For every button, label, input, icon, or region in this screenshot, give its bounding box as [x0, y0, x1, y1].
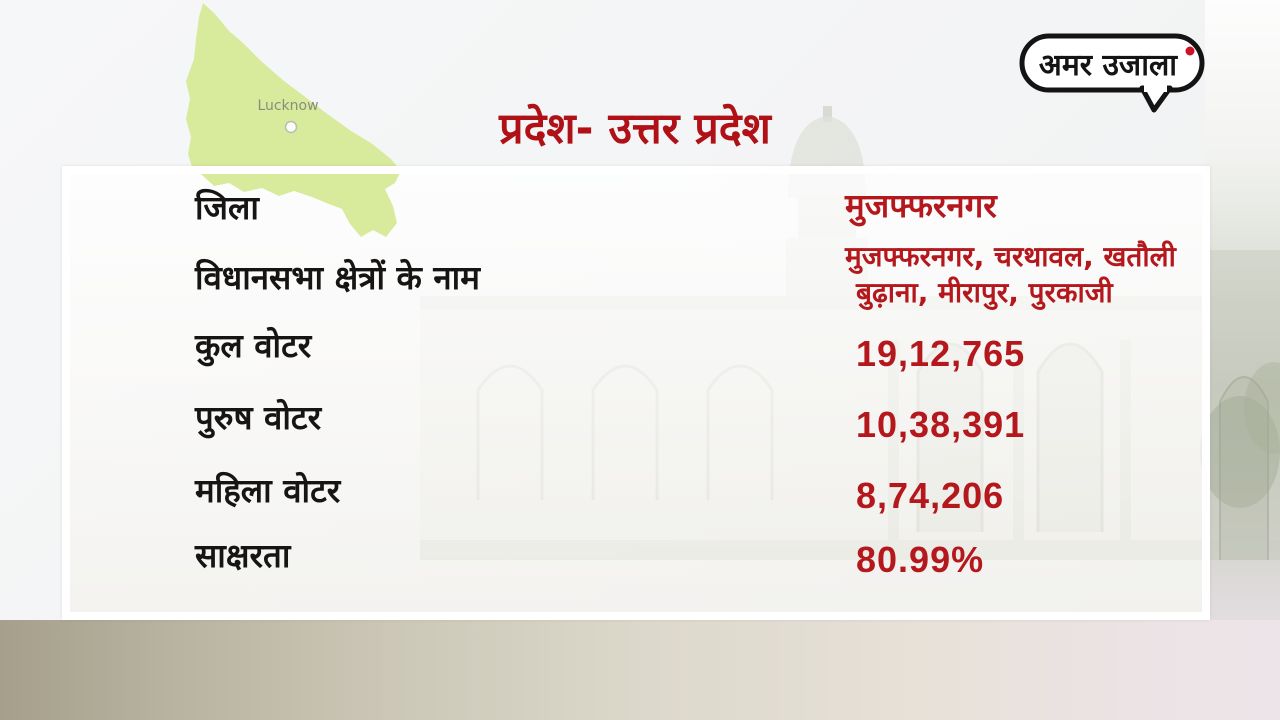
row-label-district: जिला [195, 188, 259, 227]
row-label-assembly-constituencies: विधानसभा क्षेत्रों के नाम [195, 258, 480, 297]
row-value-male-voters: 10,38,391 [856, 404, 1026, 445]
bottom-background-strip [0, 620, 1280, 720]
panel-inner-wash [70, 174, 1202, 612]
uttar-pradesh-map-shape [186, 3, 401, 237]
logo-tail-seam [1144, 84, 1167, 92]
row-label-male-voters: पुरुष वोटर [195, 398, 322, 437]
map-lucknow-label: Lucknow [257, 98, 318, 114]
uttar-pradesh-map: Lucknow [186, 3, 401, 237]
row-value-district: मुजफ्फरनगर [845, 186, 997, 225]
info-panel-frame [62, 166, 1210, 620]
lucknow-marker-dot [284, 120, 298, 134]
row-value-female-voters: 8,74,206 [856, 475, 1005, 516]
page-title: प्रदेश- उत्तर प्रदेश [499, 104, 771, 154]
row-value-total-voters: 19,12,765 [856, 333, 1026, 374]
logo-text: अमर उजाला [1039, 48, 1178, 83]
row-value-literacy: 80.99% [856, 539, 985, 580]
logo-red-dot-icon [1185, 46, 1195, 56]
row-label-female-voters: महिला वोटर [195, 471, 341, 510]
row-label-literacy: साक्षरता [195, 536, 291, 575]
row-label-total-voters: कुल वोटर [195, 326, 312, 365]
logo-bubble-outline [1019, 33, 1205, 93]
amar-ujala-logo: अमर उजाला [1019, 33, 1205, 113]
row-value-assembly-line2: बुढ़ाना, मीरापुर, पुरकाजी [856, 276, 1113, 309]
row-value-assembly-line1: मुजफ्फरनगर, चरथावल, खतौली [845, 240, 1176, 273]
